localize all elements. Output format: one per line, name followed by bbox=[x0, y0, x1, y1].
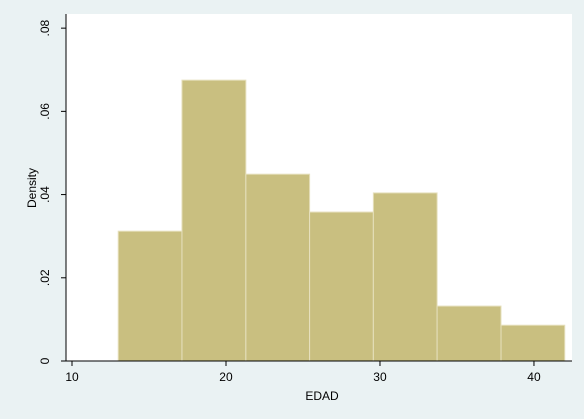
bar bbox=[245, 173, 311, 362]
y-tick-label: .02 bbox=[38, 269, 52, 286]
bar bbox=[436, 305, 502, 362]
x-tick-label: 10 bbox=[65, 370, 79, 384]
x-tick-label: 20 bbox=[219, 370, 233, 384]
bar bbox=[309, 211, 374, 362]
y-tick-label: 0 bbox=[38, 357, 52, 364]
x-axis-title: EDAD bbox=[305, 389, 339, 403]
bar bbox=[372, 192, 438, 362]
y-tick-label: .04 bbox=[38, 186, 52, 203]
bar bbox=[117, 230, 183, 362]
bar bbox=[500, 324, 566, 362]
y-tick-label: .06 bbox=[38, 103, 52, 120]
y-tick-label: .08 bbox=[38, 19, 52, 36]
x-tick-label: 30 bbox=[373, 370, 387, 384]
y-axis-title: Density bbox=[25, 168, 39, 208]
x-tick-label: 40 bbox=[527, 370, 541, 384]
bar bbox=[181, 79, 247, 362]
